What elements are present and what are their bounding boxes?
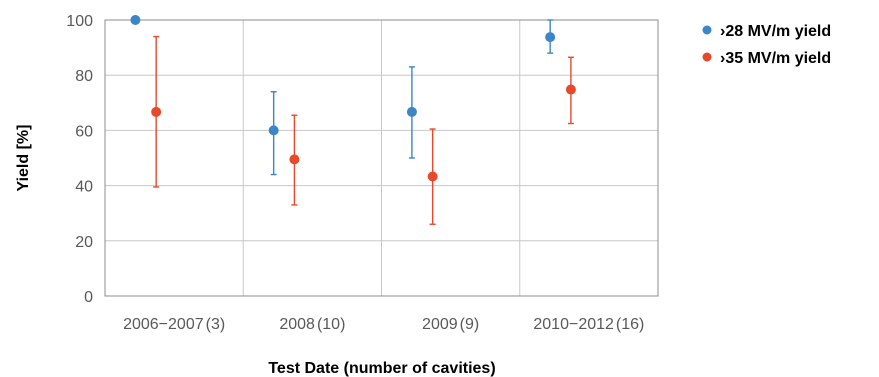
y-axis-ticks: 0 20 40 60 80 100 [66,13,93,306]
series-1 [130,15,556,176]
legend-label-series-1: ›28 MV/m yield [720,23,831,40]
x-tick-period: 2009 [422,316,458,333]
x-tick-label: 2010−2012 (16) [533,316,644,333]
legend-marker-series-2 [702,52,712,62]
plot-area-frame [104,19,659,297]
data-point [151,106,162,117]
data-point [130,15,141,25]
x-tick-count: (10) [317,316,345,333]
x-tick-label: 2009 (9) [422,316,479,333]
x-tick-period: 2008 [279,316,315,333]
y-tick-label: 60 [75,123,93,140]
data-point [565,84,576,95]
legend-marker-series-1 [702,25,712,35]
y-tick-label: 20 [75,234,93,251]
x-tick-period: 2006−2007 [123,316,204,333]
y-tick-label: 80 [75,68,93,85]
y-tick-label: 0 [84,289,93,306]
legend-label-series-2: ›35 MV/m yield [720,50,831,67]
x-axis-title: Test Date (number of cavities) [268,360,495,377]
series [130,15,576,225]
data-point [268,125,279,136]
x-tick-period: 2010−2012 [533,316,614,333]
y-tick-label: 40 [75,179,93,196]
grid [105,20,658,296]
data-point [289,154,300,165]
x-axis-ticks: 2006−2007 (3) 2008 (10) 2009 (9) 2010−2012 (16) [123,316,644,333]
y-tick-label: 100 [66,13,93,30]
x-tick-count: (16) [616,316,644,333]
x-tick-label: 2008 (10) [279,316,345,333]
legend: ›28 MV/m yield ›35 MV/m yield [702,23,831,67]
series-2 [151,35,576,225]
x-tick-count: (9) [460,316,480,333]
x-tick-label: 2006−2007 (3) [123,316,225,333]
data-point [406,106,417,117]
data-point [427,171,438,182]
data-point [545,32,556,43]
y-axis-title: Yield [%] [15,125,32,192]
x-tick-count: (3) [206,316,226,333]
